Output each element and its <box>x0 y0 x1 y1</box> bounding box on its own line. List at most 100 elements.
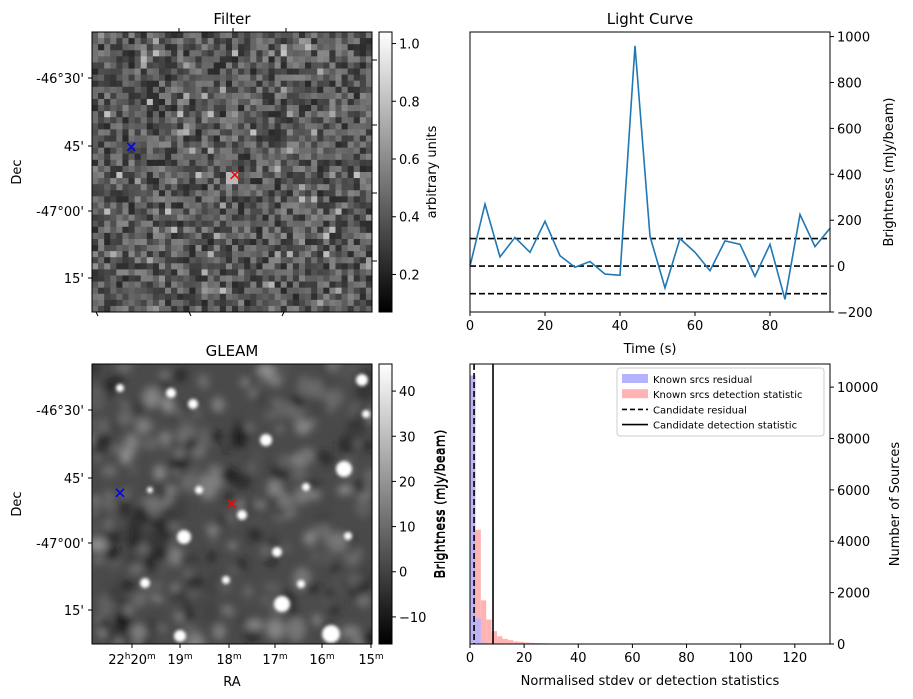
filter-pixel <box>298 80 306 88</box>
filter-pixel <box>335 32 342 39</box>
filter-pixel <box>305 123 312 130</box>
filter-pixel <box>104 305 111 313</box>
filter-pixel <box>244 251 251 258</box>
histogram-y-tick-label: 6000 <box>837 484 870 499</box>
filter-pixel <box>250 184 257 191</box>
filter-pixel <box>256 269 263 276</box>
filter-pixel <box>347 305 355 313</box>
filter-pixel <box>122 86 129 94</box>
filter-pixel <box>274 263 282 270</box>
filter-pixel <box>158 165 166 173</box>
filter-pixel <box>311 50 318 57</box>
filter-pixel <box>171 129 178 136</box>
filter-pixel <box>183 111 190 118</box>
filter-pixel <box>329 190 336 197</box>
filter-pixel <box>225 80 233 88</box>
gleam-source <box>166 388 176 398</box>
filter-pixel <box>140 196 148 203</box>
filter-dec-tick-label: 45' <box>64 140 84 155</box>
gleam-cbar-tick-label: −10 <box>399 611 426 626</box>
filter-pixel <box>177 208 184 216</box>
filter-pixel <box>311 190 318 197</box>
filter-pixel <box>146 141 154 149</box>
filter-pixel <box>207 226 215 234</box>
filter-pixel <box>274 159 282 167</box>
filter-pixel <box>298 129 306 136</box>
filter-pixel <box>207 214 215 222</box>
filter-pixel <box>292 172 300 179</box>
filter-pixel <box>347 117 355 124</box>
filter-pixel <box>238 80 245 88</box>
filter-pixel <box>341 184 349 191</box>
filter-pixel <box>323 147 330 155</box>
filter-pixel <box>189 50 196 57</box>
filter-pixel <box>201 208 209 216</box>
filter-pixel <box>353 159 361 167</box>
filter-pixel <box>292 32 300 39</box>
filter-pixel <box>171 32 178 39</box>
gleam-noise-blob <box>235 558 248 572</box>
filter-pixel <box>292 305 300 313</box>
filter-pixel <box>298 220 306 228</box>
filter-pixel <box>365 129 373 136</box>
filter-pixel <box>225 86 233 94</box>
gleam-noise-blob <box>179 554 189 564</box>
gleam-ra-tick-value: 20 <box>130 653 147 668</box>
filter-pixel <box>298 117 306 124</box>
filter-pixel <box>140 172 148 179</box>
filter-pixel <box>128 299 136 307</box>
filter-pixel <box>298 287 306 295</box>
filter-pixel <box>347 202 355 209</box>
filter-pixel <box>232 226 239 234</box>
filter-pixel <box>183 232 190 240</box>
filter-pixel <box>335 123 342 130</box>
filter-pixel <box>122 184 129 191</box>
gleam-noise-blob <box>259 503 266 509</box>
filter-pixel <box>122 44 129 51</box>
filter-pixel <box>323 135 330 142</box>
filter-pixel <box>128 214 136 222</box>
filter-pixel <box>116 299 123 307</box>
filter-pixel <box>286 135 294 142</box>
filter-pixel <box>323 238 330 246</box>
filter-pixel <box>213 62 221 69</box>
filter-cbar-tick-label: 0.4 <box>399 211 420 226</box>
filter-pixel <box>92 226 99 234</box>
filter-pixel <box>250 165 257 173</box>
filter-pixel <box>116 117 123 124</box>
filter-pixel <box>104 172 111 179</box>
filter-pixel <box>244 275 251 282</box>
filter-pixel <box>359 50 367 57</box>
gleam-dec-tick-label: -47°00' <box>36 537 84 552</box>
filter-pixel <box>292 123 300 130</box>
filter-pixel <box>238 50 245 57</box>
filter-pixel <box>116 172 123 179</box>
histogram-x-tick-label: 60 <box>624 651 641 666</box>
filter-pixel <box>213 299 221 307</box>
filter-pixel <box>110 281 117 289</box>
filter-pixel <box>183 281 190 289</box>
filter-pixel <box>292 214 300 222</box>
filter-pixel <box>244 111 251 118</box>
filter-pixel <box>365 184 373 191</box>
filter-pixel <box>134 299 142 307</box>
light-curve-x-tick-label: 80 <box>762 319 779 334</box>
filter-pixel <box>365 263 373 270</box>
filter-pixel <box>268 220 276 228</box>
filter-pixel <box>195 220 202 228</box>
filter-pixel <box>219 129 227 136</box>
filter-pixel <box>110 275 117 282</box>
filter-pixel <box>341 153 349 161</box>
filter-pixel <box>92 86 99 94</box>
filter-pixel <box>274 38 282 45</box>
filter-pixel <box>323 74 330 82</box>
filter-pixel <box>92 80 99 88</box>
filter-pixel <box>189 172 196 179</box>
filter-pixel <box>165 245 172 252</box>
filter-pixel <box>104 245 111 252</box>
filter-pixel <box>128 202 136 209</box>
filter-pixel <box>122 141 129 149</box>
filter-pixel <box>280 123 288 130</box>
gleam-noise-blob <box>355 480 367 496</box>
